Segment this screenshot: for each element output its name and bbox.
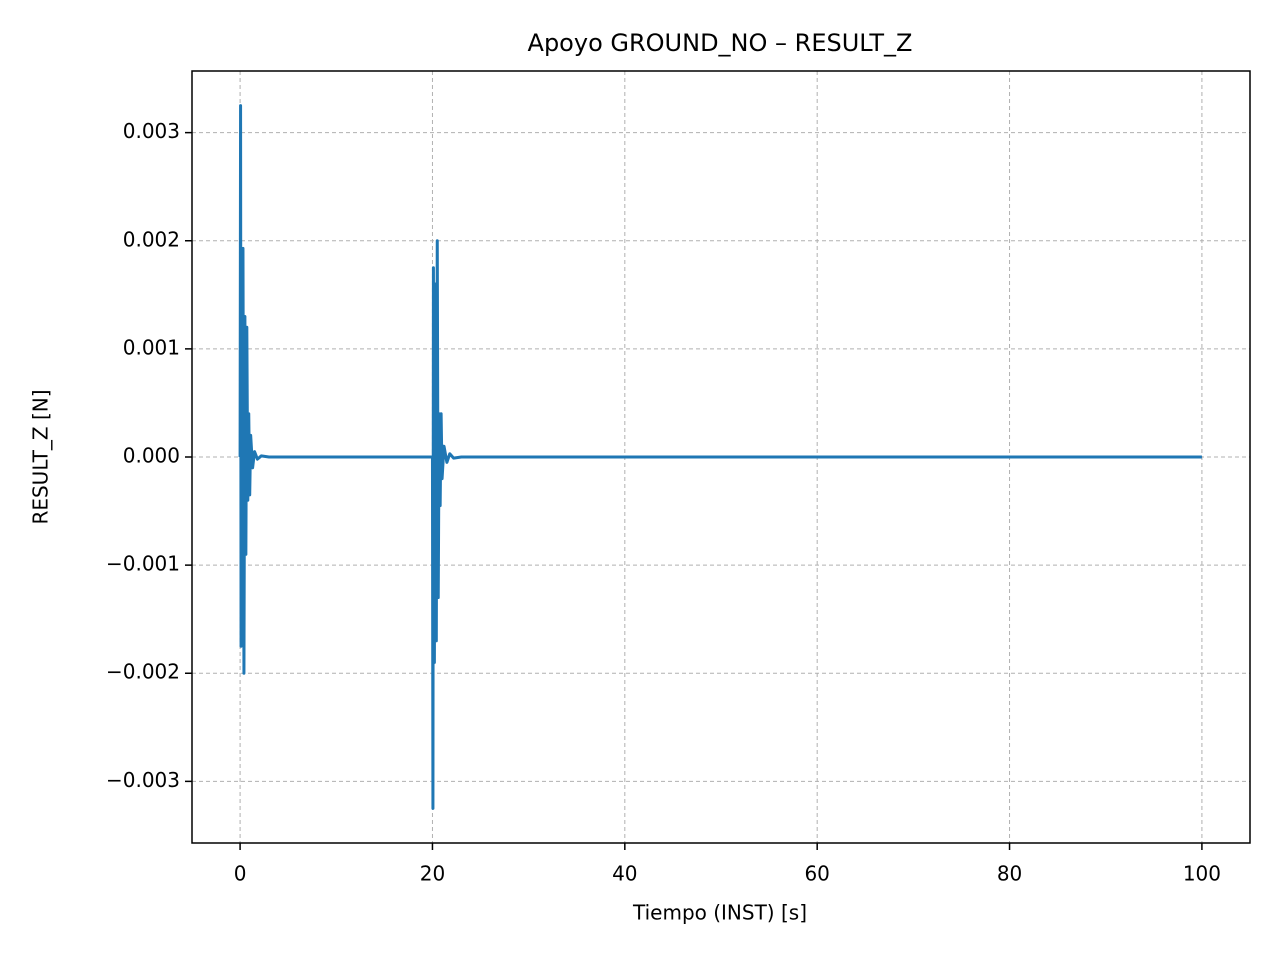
data-line [238,104,1202,810]
y-tick-label: −0.003 [106,768,180,792]
y-tick-label: 0.002 [123,227,180,251]
chart-title: Apoyo GROUND_NO – RESULT_Z [528,29,913,57]
y-tick-label: 0.003 [123,119,180,143]
y-tick-label: −0.001 [106,552,180,576]
y-tick-label: −0.002 [106,660,180,684]
x-tick-label: 80 [997,862,1022,886]
x-tick-label: 100 [1183,862,1221,886]
x-tick-label: 40 [612,862,637,886]
y-axis-label: RESULT_Z [N] [29,389,53,524]
x-tick-label: 0 [234,862,247,886]
y-tick-label: 0.000 [123,444,180,468]
x-tick-label: 20 [420,862,445,886]
x-tick-label: 60 [804,862,829,886]
plot-frame [191,70,1251,844]
x-axis-label: Tiempo (INST) [s] [632,901,807,925]
y-tick-label: 0.001 [123,335,180,359]
